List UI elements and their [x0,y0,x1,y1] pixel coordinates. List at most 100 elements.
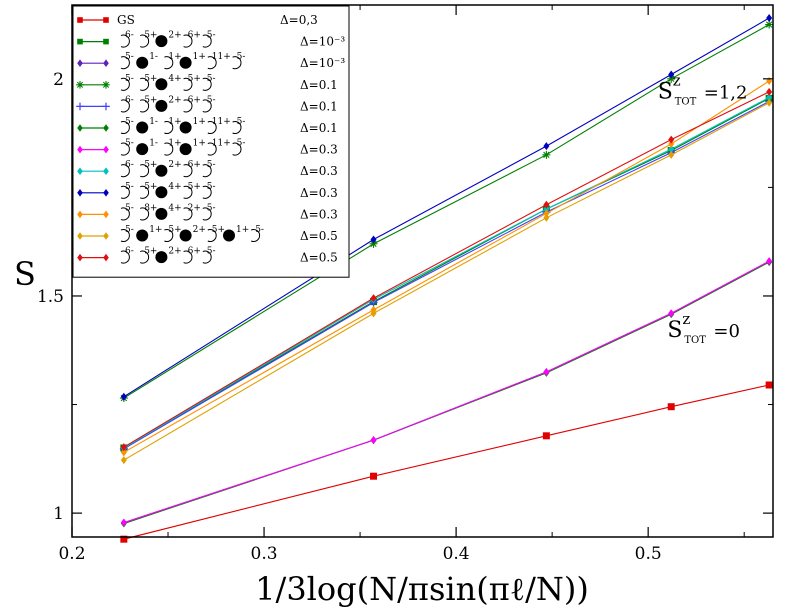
data-point [120,448,127,457]
x-tick-label: 0.3 [251,544,278,564]
data-point [543,200,550,209]
annotation-sup: z [682,310,690,328]
legend-site-charge: 11+ [212,117,231,127]
legend-site-charge: 1- [149,139,158,149]
legend-open-site-icon [120,207,130,221]
data-point [370,436,377,445]
legend-filled-site-icon [155,186,168,199]
annotation-value: =1,2 [704,82,748,103]
legend-open-site-icon [207,142,217,156]
data-point [766,14,773,23]
legend-site-charge: 1- [149,117,158,127]
legend-open-site-icon [140,185,150,199]
series-11 [120,98,773,465]
legend-delta: Δ=0,3 [280,13,318,27]
legend-open-site-icon [120,229,130,242]
data-point [76,81,84,89]
data-point [766,77,773,85]
data-point [103,59,109,67]
data-point [77,167,83,175]
data-point [668,139,675,148]
data-point [102,102,110,111]
data-point [102,81,110,89]
data-point [103,232,109,240]
legend-open-site-icon [120,77,130,91]
data-point [766,93,773,102]
legend-open-site-icon [164,56,174,70]
legend-site-charge: 5- [207,247,216,257]
legend-filled-site-icon [155,164,168,177]
legend-site-charge: 5+ [144,74,157,84]
y-tick-label: 1.5 [37,287,64,307]
legend-site-charge: 6- [125,95,134,105]
data-point [103,167,109,175]
data-point [668,135,675,144]
legend-filled-site-icon [155,99,168,112]
legend-filled-site-icon [155,78,168,91]
data-point [543,367,550,376]
legend-delta: Δ=0.1 [300,121,338,135]
series-12 [120,87,773,452]
data-point [766,257,773,266]
legend-site-charge: 1+ [193,52,206,62]
legend-open-site-icon [140,99,150,113]
data-point [543,142,550,151]
data-point [765,20,774,29]
legend-site-charge: 1+ [193,139,206,149]
legend-open-site-icon [183,185,193,199]
legend-open-site-icon [202,34,212,48]
legend-open-site-icon [140,34,150,48]
legend-open-site-icon [164,142,174,156]
legend-open-site-icon [183,250,193,264]
data-point [120,443,127,452]
legend-entry: 5- 8+ 4+ 2+ 5- Δ=0.3 [77,203,338,221]
legend-open-site-icon [251,229,261,242]
legend-open-site-icon [140,77,150,91]
legend-filled-site-icon [155,251,168,264]
data-point [766,98,773,107]
legend-open-site-icon [140,207,150,221]
legend-open-site-icon [232,121,242,134]
legend-open-site-icon [207,56,217,70]
legend-entry: 5- 1- 1+ 1+ 11+ 5- Δ=10⁻³ [77,52,345,70]
data-point [543,209,550,218]
data-point [668,309,675,318]
data-point [103,253,109,262]
legend-open-site-icon [183,99,193,113]
data-point [668,150,675,159]
legend-open-site-icon [183,164,193,178]
data-point [668,145,675,154]
annotation-symbol: S [667,318,682,343]
data-point [77,59,83,67]
legend-site-charge: 5- [207,182,216,192]
legend-site-charge: 6- [125,31,134,41]
legend-filled-site-icon [223,229,235,242]
legend-delta: Δ=0.5 [300,251,338,265]
annotation-sup: z [673,71,681,89]
data-point [370,472,378,480]
legend-site-charge: 5- [125,225,134,235]
data-point [370,294,377,303]
y-tick-label: 1 [53,504,64,524]
data-point [543,205,550,214]
legend-site-charge: 5+ [144,247,157,257]
data-point [542,150,551,159]
data-point [120,518,127,527]
legend-entry: 6- 5+ 2+ 6+ 5- Δ=10⁻³ [77,31,345,49]
x-tick-label: 0.2 [58,544,85,564]
legend-site-charge: 5- [207,160,216,170]
legend-site-charge: 5- [207,74,216,84]
data-point [77,189,83,197]
x-tick-label: 0.4 [443,544,470,564]
annotation-sub: TOT [684,335,706,346]
legend-site-charge: 5- [125,203,134,213]
legend-delta: Δ=0.5 [300,229,338,243]
data-point [667,74,676,83]
legend-site-charge: 6+ [188,247,201,257]
data-point [543,213,550,222]
legend-open-site-icon [202,250,212,264]
legend-filled-site-icon [136,229,149,242]
data-point [120,535,128,543]
